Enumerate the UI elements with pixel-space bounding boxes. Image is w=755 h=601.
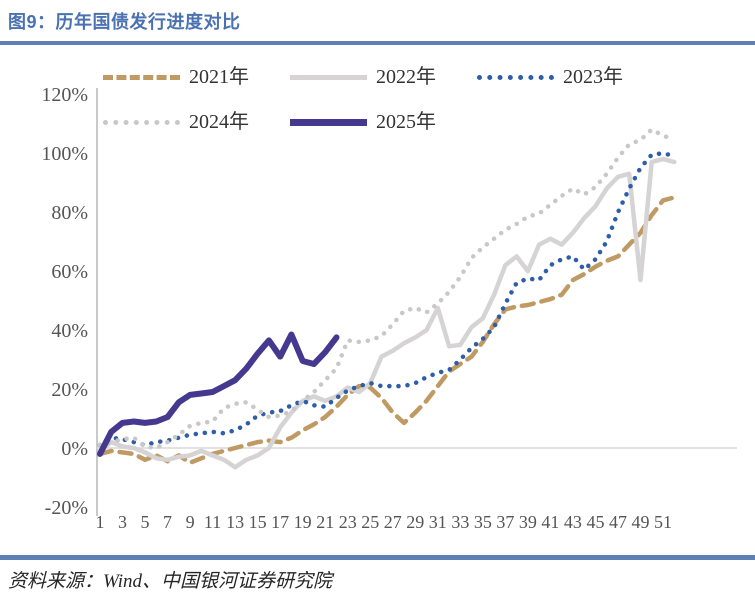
svg-text:31: 31 [429,512,447,532]
svg-text:51: 51 [654,512,672,532]
svg-text:120%: 120% [41,84,88,106]
svg-text:25: 25 [361,512,379,532]
chart-legend-row-2: 2024年 2025年 [103,109,477,135]
legend-item-2024: 2024年 [103,109,290,135]
svg-text:0%: 0% [61,438,88,460]
legend-label: 2021年 [189,66,249,88]
svg-text:5: 5 [141,512,150,532]
svg-text:35: 35 [474,512,492,532]
svg-text:80%: 80% [51,202,88,224]
legend-item-2023: 2023年 [477,64,664,90]
svg-text:60%: 60% [51,261,88,283]
legend-swatch-dashed-icon [103,74,180,80]
svg-text:45: 45 [586,512,604,532]
svg-text:33: 33 [451,512,469,532]
svg-text:39: 39 [519,512,537,532]
legend-swatch-dotted-icon [103,119,180,125]
svg-text:21: 21 [316,512,334,532]
svg-text:3: 3 [118,512,127,532]
svg-text:37: 37 [496,512,514,532]
legend-swatch-solid-icon [290,74,367,80]
legend-label: 2025年 [376,111,436,133]
legend-label: 2023年 [563,66,623,88]
svg-text:41: 41 [541,512,559,532]
svg-text:47: 47 [609,512,627,532]
svg-text:23: 23 [339,512,357,532]
svg-text:49: 49 [631,512,649,532]
legend-item-2025: 2025年 [290,109,477,135]
svg-text:1: 1 [96,512,105,532]
legend-item-2022: 2022年 [290,64,477,90]
svg-text:27: 27 [384,512,402,532]
legend-swatch-dotted-icon [477,74,554,80]
svg-text:17: 17 [271,512,289,532]
legend-item-2021: 2021年 [103,64,290,90]
chart-legend-row-1: 2021年 2022年 2023年 [103,64,664,90]
svg-text:-20%: -20% [45,497,88,519]
bottom-separator [0,555,755,560]
svg-text:43: 43 [564,512,582,532]
legend-label: 2022年 [376,66,436,88]
legend-label: 2024年 [189,111,249,133]
svg-text:7: 7 [163,512,172,532]
source-note: 资料来源：Wind、中国银河证券研究院 [8,571,333,592]
svg-text:19: 19 [294,512,312,532]
title-separator [0,41,755,45]
svg-text:29: 29 [406,512,424,532]
svg-text:9: 9 [186,512,195,532]
legend-swatch-bold-icon [290,118,367,126]
svg-text:11: 11 [204,512,221,532]
svg-text:15: 15 [249,512,267,532]
svg-text:13: 13 [226,512,244,532]
svg-text:100%: 100% [41,143,88,165]
svg-text:20%: 20% [51,379,88,401]
svg-text:40%: 40% [51,320,88,342]
figure-title: 图9：历年国债发行进度对比 [8,12,241,32]
